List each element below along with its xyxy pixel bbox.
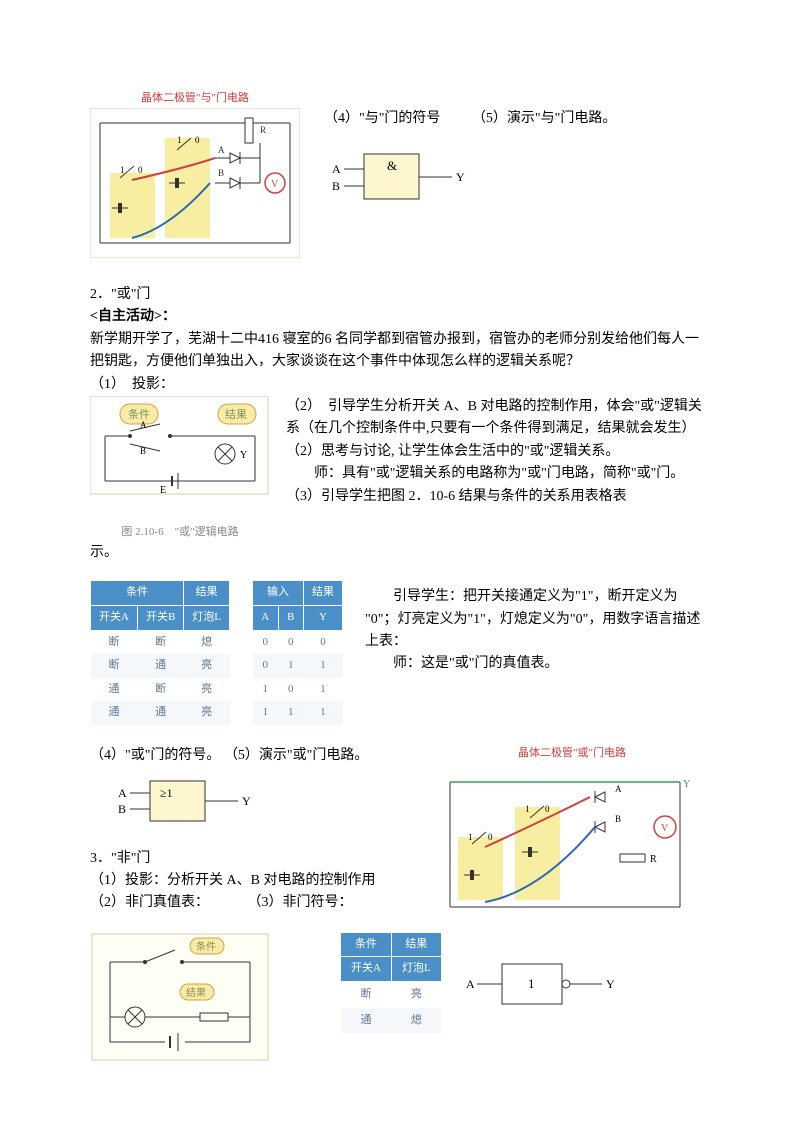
or-item2b: （2）思考与讨论, 让学生体会生活中的"或"逻辑关系。: [286, 441, 704, 463]
or-items-45: （4）"或"门的符号。 （5）演示"或"门电路。: [90, 745, 430, 767]
and-circuit-diagram: R V 1 0 1 0 A B: [90, 108, 300, 258]
or-guide-text: 引导学生：把开关接通定义为"1"，断开定义为 "0"；灯亮定义为"1"，灯熄定义…: [365, 586, 704, 653]
or-teacher1: 师：具有"或"逻辑关系的电路称为"或"门电路，简称"或"门。: [286, 463, 704, 485]
svg-text:A: A: [466, 977, 475, 991]
svg-text:Y: Y: [242, 794, 251, 808]
svg-text:≥1: ≥1: [160, 786, 173, 800]
or-circuit-fig: 条件 结果 A B Y E 图 2.10-6 "或"逻辑电路: [90, 396, 270, 542]
or-heading: 2．"或"门: [90, 284, 704, 306]
or-right-text: （2） 引导学生分析开关 A、B 对电路的控制作用，体会"或"逻辑关系（在几个控…: [286, 396, 704, 508]
svg-text:Y: Y: [683, 779, 690, 790]
svg-text:B: B: [140, 446, 146, 456]
or-circuit-diagram: A B R V Y 1 0 1 0: [440, 762, 690, 917]
and-item4: （4）"与"门的符号: [324, 111, 440, 126]
svg-text:V: V: [661, 823, 669, 834]
or-item2: （2） 引导学生分析开关 A、B 对电路的控制作用，体会"或"逻辑关系（在几个控…: [286, 396, 704, 441]
svg-text:1: 1: [468, 832, 473, 842]
svg-text:E: E: [160, 485, 166, 496]
svg-text:1: 1: [528, 976, 535, 991]
activity-label: <自主活动>：: [90, 306, 704, 328]
or-teacher2: 师：这是"或"门的真值表。: [365, 653, 704, 675]
svg-text:A: A: [615, 784, 622, 794]
or-gate-symbol: ≥1 A B Y: [110, 773, 270, 833]
svg-text:&: &: [387, 158, 397, 173]
or-table-binary: 输入结果 ABY 000 011 101 111: [252, 580, 343, 725]
svg-text:B: B: [218, 168, 224, 178]
svg-text:A: A: [118, 786, 127, 800]
svg-text:0: 0: [488, 832, 493, 842]
or-left: （4）"或"门的符号。 （5）演示"或"门电路。 ≥1 A B Y 3．"非"门…: [90, 745, 430, 915]
svg-text:B: B: [615, 814, 621, 824]
svg-text:条件: 条件: [128, 407, 150, 421]
and-gate-symbol: & A B Y: [324, 144, 474, 214]
svg-text:1: 1: [120, 165, 125, 175]
svg-text:B: B: [118, 802, 126, 816]
and-circuit-title: 晶体二极管"与"门电路: [90, 90, 300, 108]
and-circuit-wrap: 晶体二极管"与"门电路 R V: [90, 90, 300, 266]
svg-text:A: A: [218, 145, 225, 155]
not-truth-table: 条件结果 开关A灯泡L 断亮 通熄: [340, 932, 442, 1033]
and-item5: （5）演示"与"门电路。: [472, 111, 616, 126]
or-item4: （4）"或"门的符号。: [90, 748, 220, 763]
not-items-23: （2）非门真值表： （3）非门符号：: [90, 892, 430, 914]
or-diode-circuit: 晶体二极管"或"门电路 A B R V Y 1 0 1 0: [440, 745, 704, 926]
or-projection-row: 条件 结果 A B Y E 图 2.10-6 "或"逻辑电路: [90, 396, 704, 542]
svg-text:Y: Y: [606, 977, 615, 991]
svg-text:R: R: [650, 854, 657, 865]
or-circuit-svg: 条件 结果 A B Y E: [90, 396, 270, 516]
not-circuit-svg: 条件 结果: [90, 932, 270, 1062]
or-item1: （1） 投影：: [90, 374, 704, 396]
svg-text:Y: Y: [240, 450, 247, 461]
svg-text:0: 0: [545, 804, 550, 814]
svg-text:1: 1: [177, 135, 182, 145]
or-fig-caption: 图 2.10-6 "或"逻辑电路: [90, 524, 270, 542]
svg-text:0: 0: [138, 165, 143, 175]
svg-text:0: 0: [195, 135, 200, 145]
not-item1: （1）投影：分析开关 A、B 对电路的控制作用: [90, 870, 430, 892]
or-item3-partial: （3）引导学生把图 2．10-6 结果与条件的关系用表格表: [286, 486, 704, 508]
or-table-words: 条件结果 开关A开关B灯泡L 断断熄 断通亮 通断亮 通通亮: [90, 580, 230, 725]
not-bottom-row: 条件 结果 条件结果 开关A灯泡L 断亮 通熄 1: [90, 932, 704, 1062]
or-item5: （5）演示"或"门电路。: [224, 748, 368, 763]
and-items-line: （4）"与"门的符号 （5）演示"与"门电路。: [324, 108, 704, 130]
svg-text:A: A: [332, 162, 341, 176]
svg-text:结果: 结果: [186, 986, 206, 999]
or-intro: 新学期开学了，芜湖十二中416 寝室的6 名同学都到宿管办报到，宿管办的老师分别…: [90, 329, 704, 374]
not-item3: （3）非门符号：: [248, 895, 353, 910]
svg-text:条件: 条件: [196, 940, 216, 953]
or-circuit-title: 晶体二极管"或"门电路: [440, 745, 704, 763]
svg-text:R: R: [260, 125, 266, 135]
not-heading: 3．"非"门: [90, 848, 430, 870]
not-gate-symbol: 1 A Y: [462, 952, 622, 1022]
or-symbol-row: （4）"或"门的符号。 （5）演示"或"门电路。 ≥1 A B Y 3．"非"门…: [90, 745, 704, 926]
and-right-col: （4）"与"门的符号 （5）演示"与"门电路。 & A B Y: [324, 90, 704, 223]
not-item2: （2）非门真值表：: [90, 895, 202, 910]
svg-text:结果: 结果: [225, 408, 247, 421]
svg-text:A: A: [140, 420, 147, 430]
svg-text:1: 1: [525, 804, 530, 814]
or-item3-tail: 示。: [90, 542, 704, 564]
or-tables-text: 引导学生：把开关接通定义为"1"，断开定义为 "0"；灯亮定义为"1"，灯熄定义…: [365, 580, 704, 676]
svg-text:V: V: [271, 179, 279, 190]
and-gate-row: 晶体二极管"与"门电路 R V: [90, 90, 704, 266]
svg-text:B: B: [332, 179, 340, 193]
svg-text:Y: Y: [456, 170, 465, 184]
or-tables-row: 条件结果 开关A开关B灯泡L 断断熄 断通亮 通断亮 通通亮 输入结果 ABY …: [90, 580, 704, 725]
